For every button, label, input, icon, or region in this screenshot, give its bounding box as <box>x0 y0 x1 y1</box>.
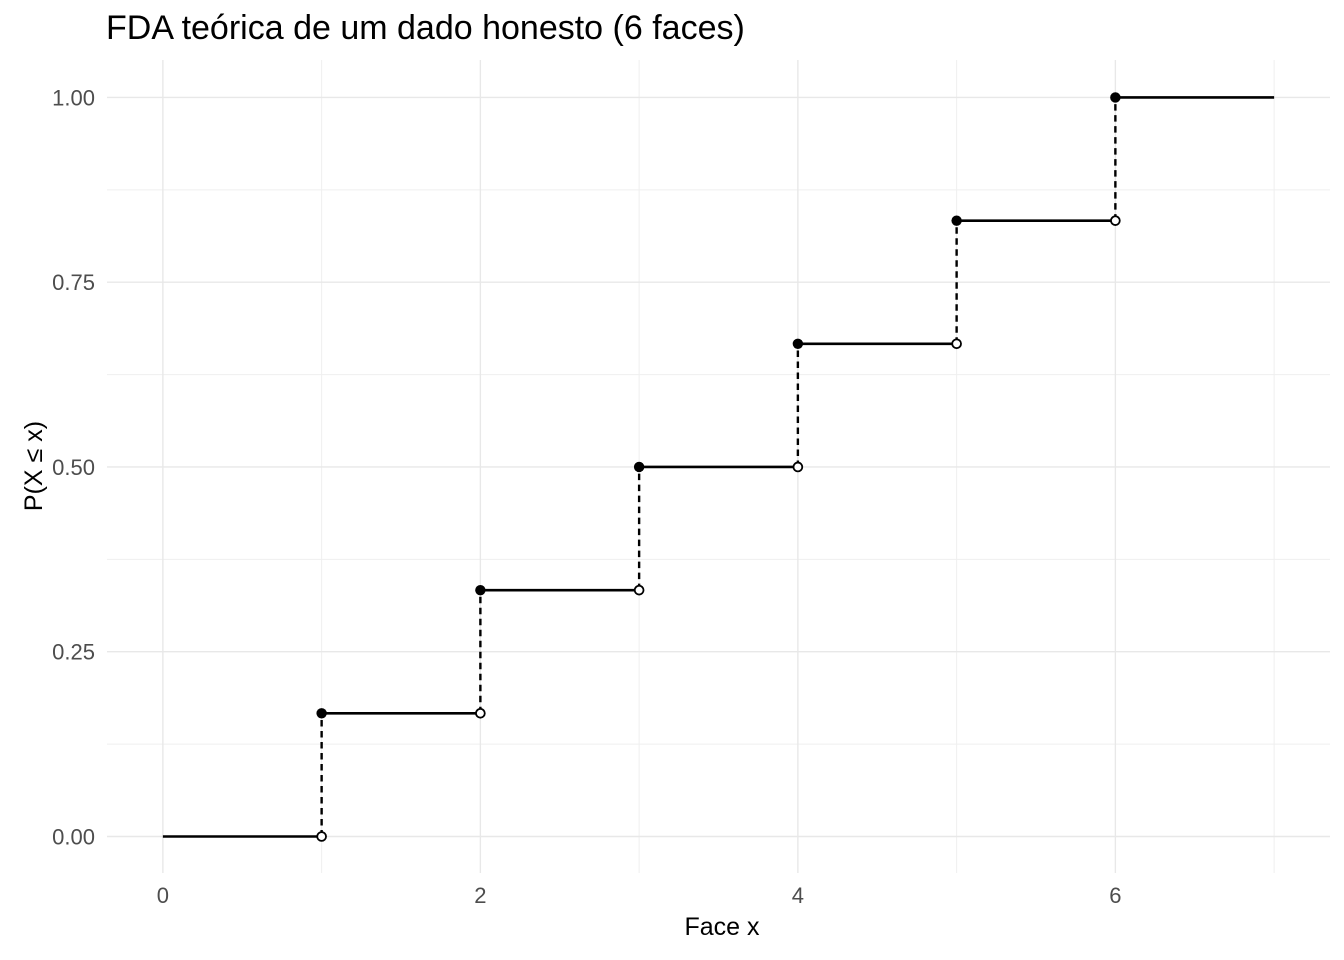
x-tick-label: 2 <box>474 883 486 908</box>
closed-point <box>316 708 327 719</box>
open-point <box>316 831 327 842</box>
closed-point <box>792 338 804 349</box>
closed-point <box>633 461 645 473</box>
x-tick-label: 6 <box>1109 883 1121 908</box>
y-tick-label: 0.25 <box>52 640 95 665</box>
axis-tick-labels: 0 2 4 6 0.00 0.25 0.50 0.75 1.00 <box>52 85 1121 908</box>
x-axis-title: Face x <box>684 913 760 941</box>
y-tick-label: 0.50 <box>52 455 95 480</box>
x-tick-label: 4 <box>792 883 804 908</box>
step-series <box>162 92 1275 842</box>
y-tick-label: 0.00 <box>52 824 95 849</box>
open-point <box>792 461 804 473</box>
open-point <box>633 584 645 596</box>
chart-title: FDA teórica de um dado honesto (6 faces) <box>106 9 745 47</box>
open-point <box>475 707 486 719</box>
closed-point <box>951 215 962 226</box>
y-tick-label: 0.75 <box>52 270 95 295</box>
x-tick-label: 0 <box>157 883 169 908</box>
closed-point <box>475 584 486 596</box>
closed-point <box>1110 92 1121 103</box>
open-point <box>951 338 962 350</box>
open-point <box>1110 215 1121 226</box>
y-axis-title: P(X ≤ x) <box>20 421 48 511</box>
y-tick-label: 1.00 <box>52 85 95 110</box>
